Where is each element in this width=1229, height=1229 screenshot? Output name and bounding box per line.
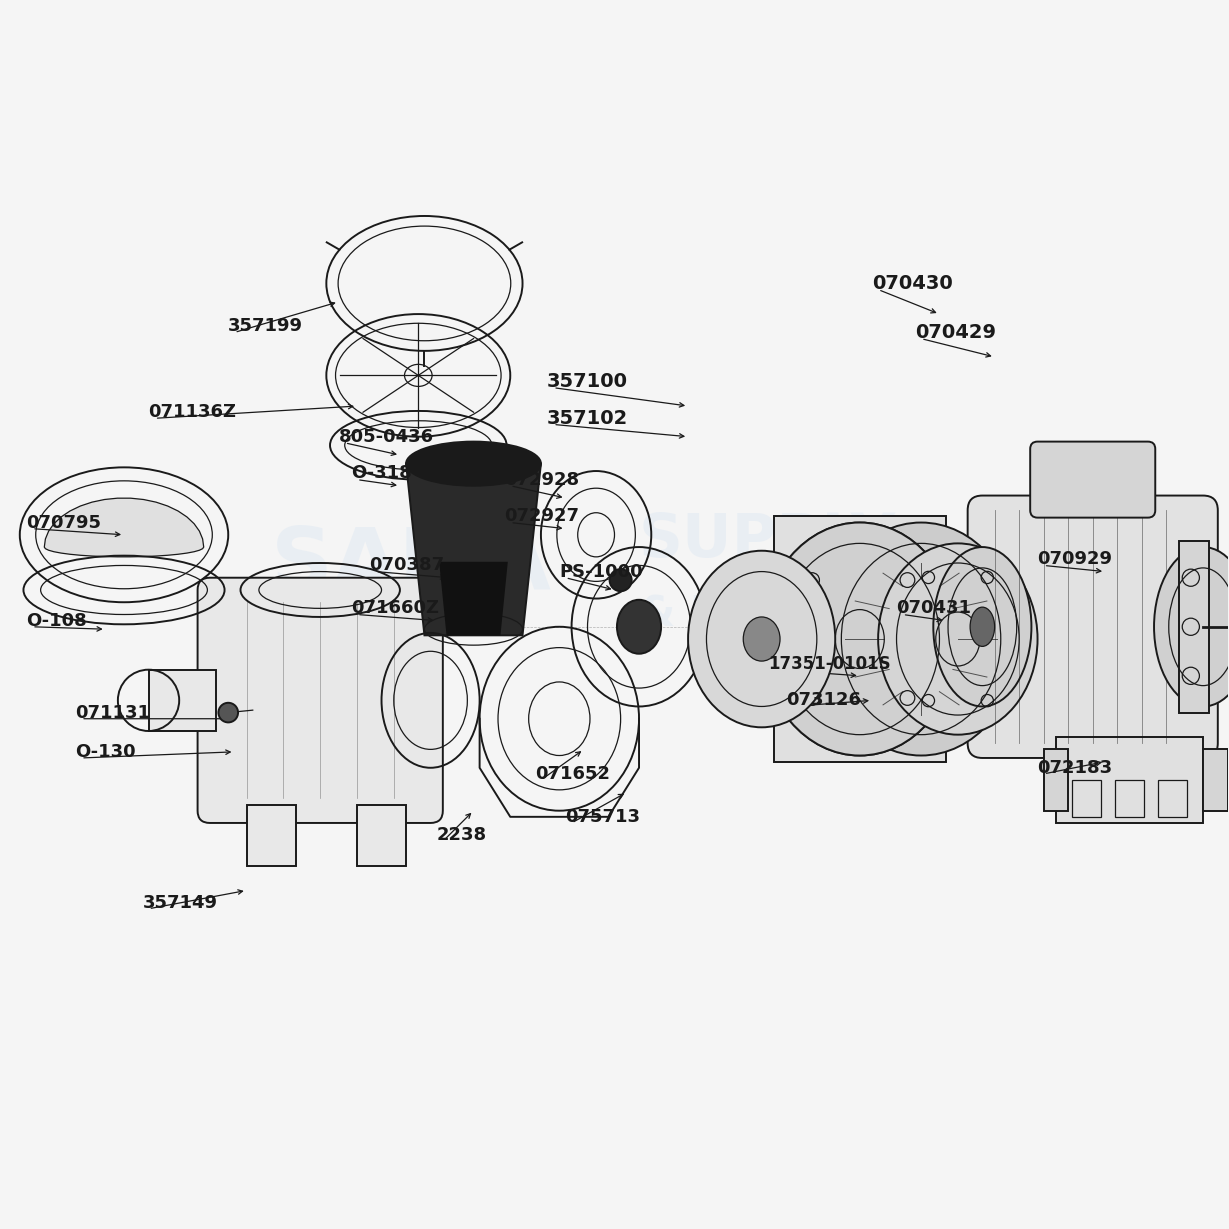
Text: 070431: 070431 — [896, 600, 972, 617]
Bar — [1203, 750, 1228, 811]
Text: 070929: 070929 — [1037, 551, 1112, 568]
Text: 070429: 070429 — [914, 323, 995, 342]
Ellipse shape — [970, 607, 994, 646]
Bar — [1056, 737, 1203, 823]
Text: O-130: O-130 — [75, 742, 135, 761]
Text: 071131: 071131 — [75, 703, 150, 721]
FancyBboxPatch shape — [967, 495, 1218, 758]
Text: & EQUIPMENT: & EQUIPMENT — [639, 594, 967, 635]
Text: 070795: 070795 — [26, 514, 101, 531]
Text: 072928: 072928 — [504, 471, 579, 489]
Text: 070387: 070387 — [369, 557, 445, 574]
Ellipse shape — [823, 522, 1019, 756]
Ellipse shape — [762, 522, 957, 756]
Polygon shape — [439, 562, 508, 635]
Text: 357102: 357102 — [547, 409, 628, 428]
Bar — [1043, 750, 1068, 811]
Text: O-108: O-108 — [26, 612, 87, 629]
Text: 075713: 075713 — [565, 807, 640, 826]
Text: 073126: 073126 — [787, 692, 862, 709]
Ellipse shape — [879, 543, 1037, 735]
Text: 357149: 357149 — [143, 893, 218, 912]
Polygon shape — [406, 463, 541, 635]
Text: 2238: 2238 — [436, 826, 487, 844]
Text: PS-1000: PS-1000 — [559, 563, 643, 580]
Text: O-318: O-318 — [350, 465, 412, 483]
Text: 072183: 072183 — [1037, 758, 1112, 777]
Bar — [1158, 780, 1187, 817]
Bar — [1179, 541, 1209, 713]
Ellipse shape — [688, 551, 836, 728]
Text: 17351-0101S: 17351-0101S — [768, 655, 890, 672]
Text: SAMA: SAMA — [272, 524, 552, 607]
Text: 071652: 071652 — [535, 764, 610, 783]
Text: 357199: 357199 — [229, 317, 304, 336]
Ellipse shape — [406, 441, 541, 485]
Bar — [774, 516, 945, 762]
Text: SUPPLY: SUPPLY — [639, 511, 896, 570]
Circle shape — [219, 703, 238, 723]
Ellipse shape — [1154, 547, 1229, 707]
Ellipse shape — [933, 547, 1031, 707]
Ellipse shape — [617, 600, 661, 654]
Ellipse shape — [744, 617, 780, 661]
Text: 070430: 070430 — [873, 274, 952, 293]
Text: 071660Z: 071660Z — [350, 600, 439, 617]
Bar — [1072, 780, 1101, 817]
Text: 805-0436: 805-0436 — [339, 428, 434, 446]
Text: 072927: 072927 — [504, 508, 579, 526]
FancyBboxPatch shape — [198, 578, 442, 823]
Text: 357100: 357100 — [547, 372, 628, 391]
Polygon shape — [44, 498, 204, 557]
Bar — [1115, 780, 1144, 817]
Text: 071136Z: 071136Z — [149, 403, 236, 422]
Bar — [149, 670, 216, 731]
FancyBboxPatch shape — [1030, 441, 1155, 517]
Bar — [356, 805, 406, 866]
Circle shape — [610, 569, 632, 591]
Bar — [247, 805, 296, 866]
